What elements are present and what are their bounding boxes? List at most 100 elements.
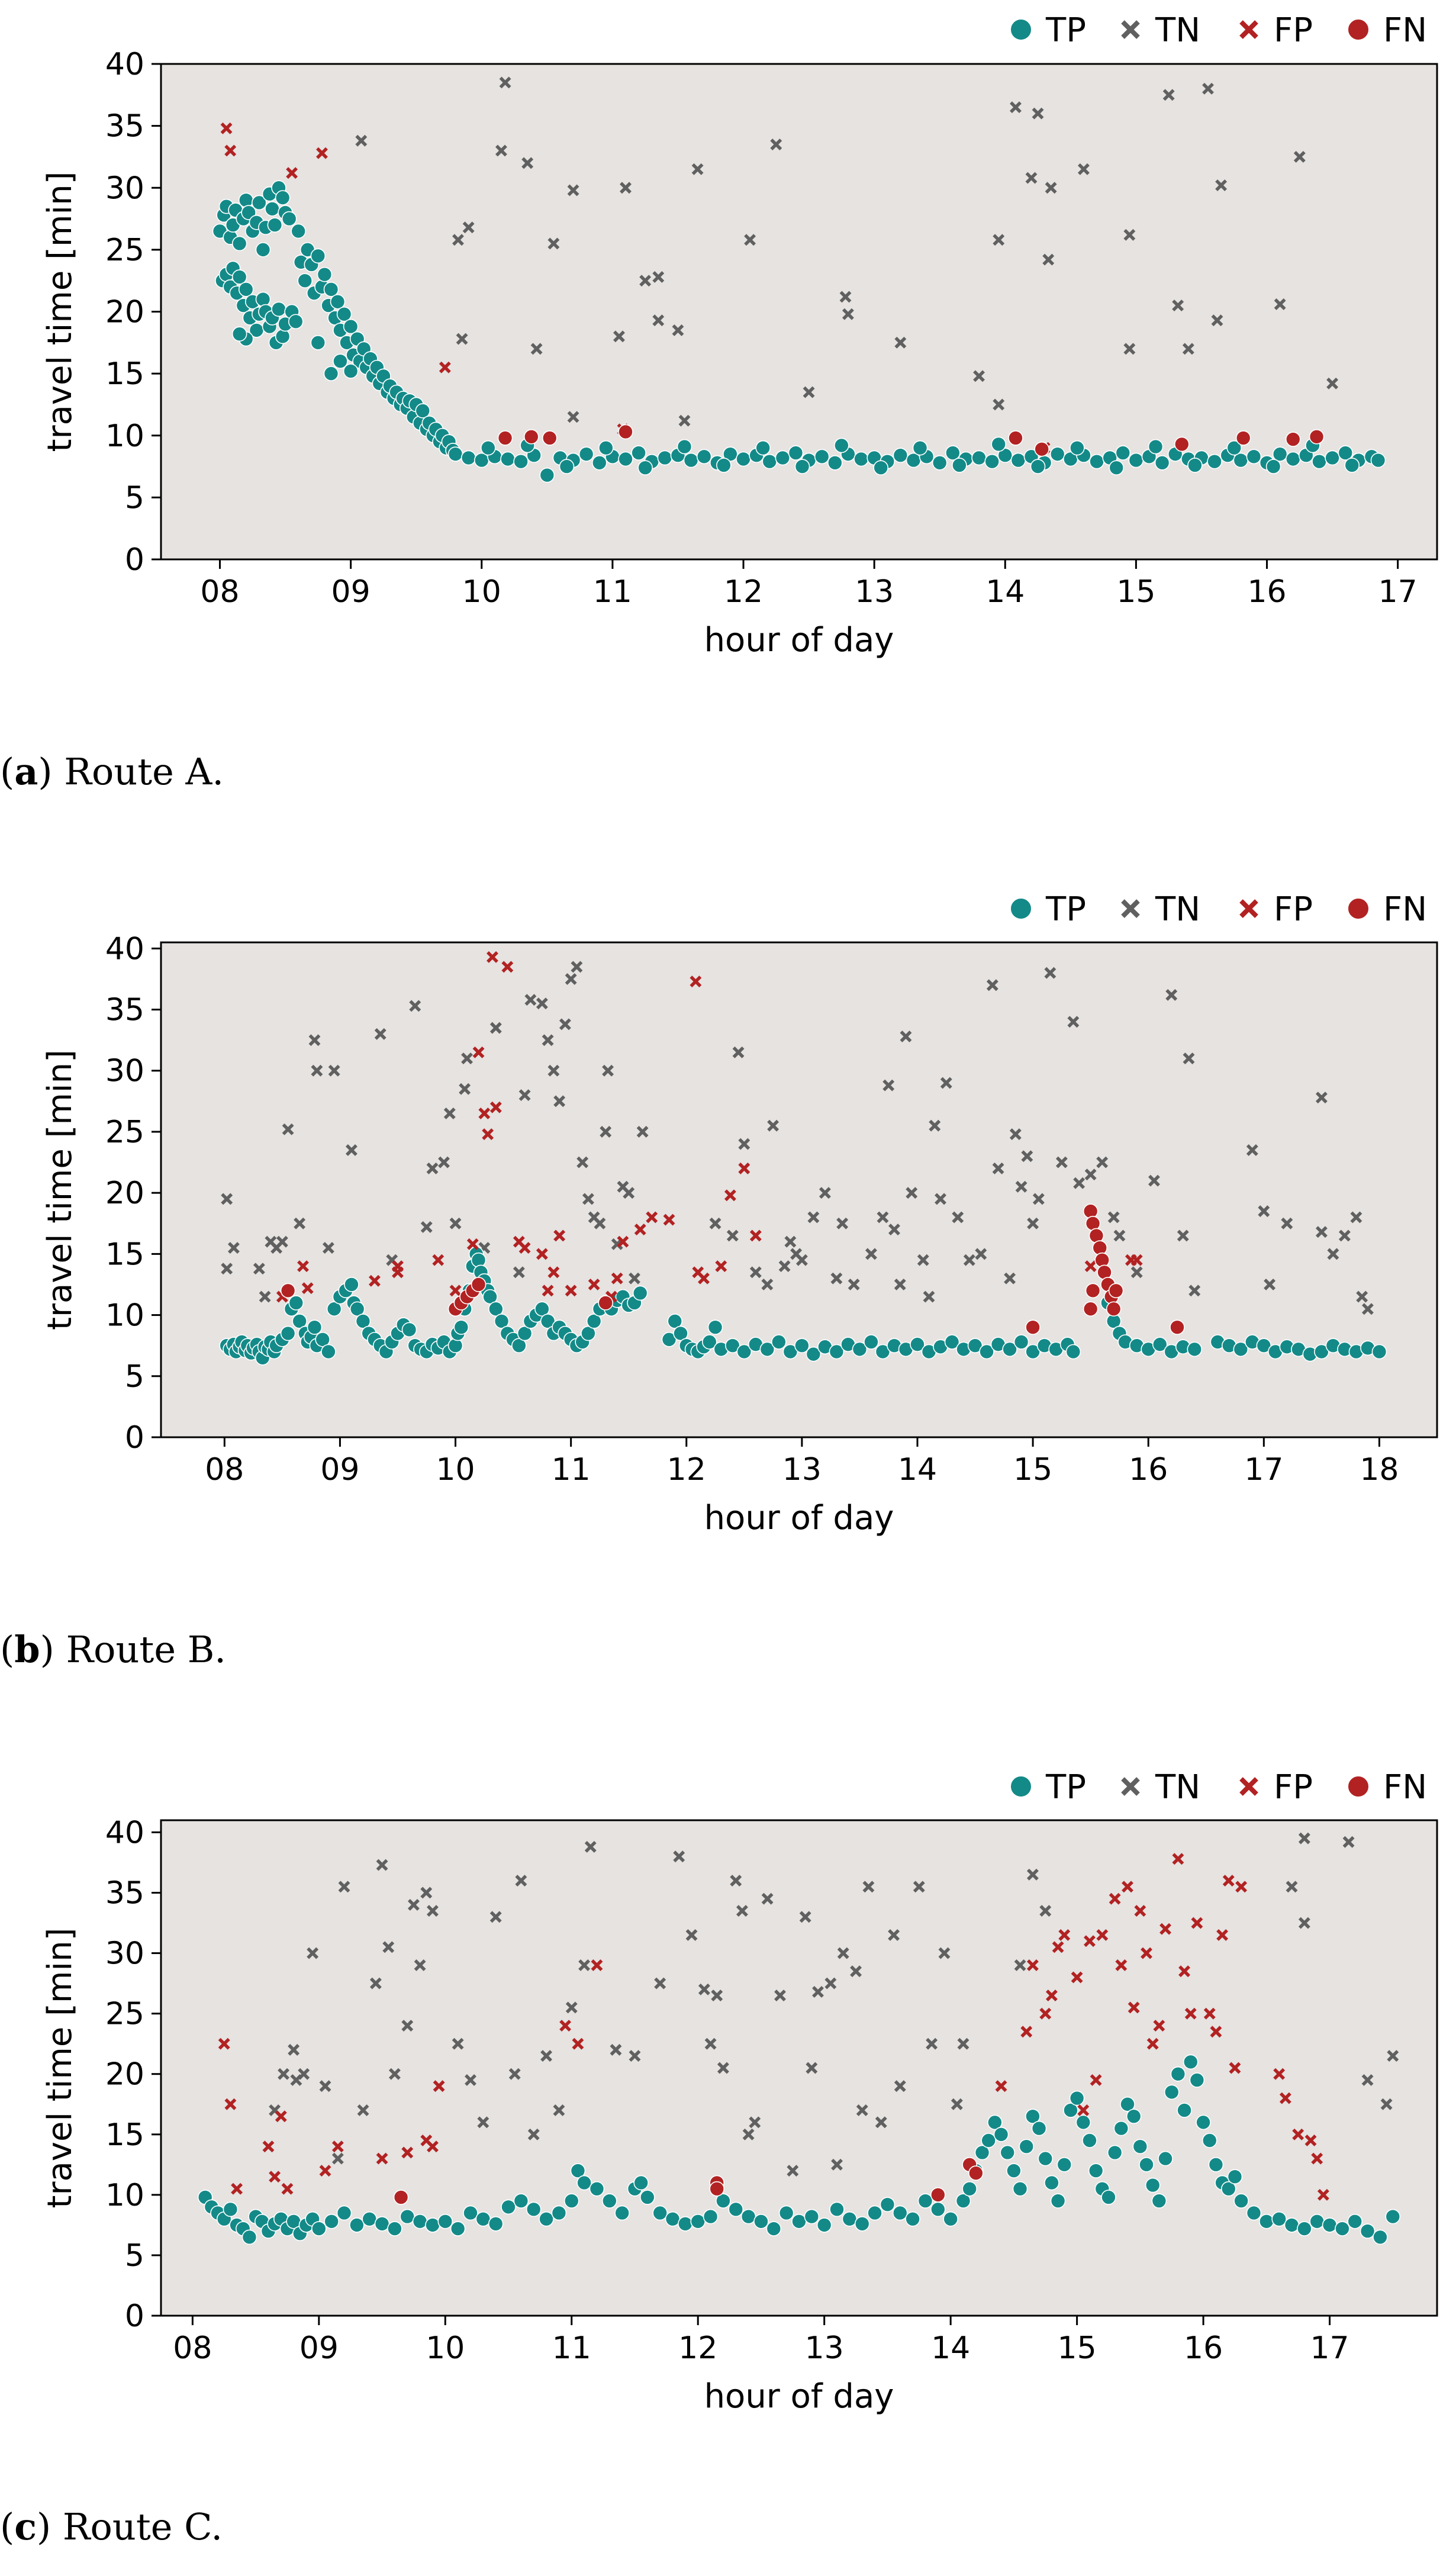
point-tn — [1361, 1303, 1374, 1315]
point-tp — [893, 448, 909, 463]
point-fp — [588, 1279, 600, 1290]
point-tn — [427, 1905, 439, 1917]
point-tp — [288, 314, 304, 330]
point-tn — [1177, 1229, 1189, 1242]
point-fp — [1222, 1875, 1235, 1887]
point-tn — [1326, 377, 1339, 389]
point-tp — [447, 446, 463, 462]
point-tp — [563, 2193, 579, 2209]
point-tp — [1246, 2205, 1262, 2221]
point-tn — [926, 2037, 938, 2050]
point-tp — [559, 459, 575, 474]
point-tn — [875, 2116, 887, 2129]
legend-marker-tp — [1010, 18, 1032, 41]
point-tp — [1246, 449, 1262, 465]
point-tn — [452, 2037, 464, 2050]
point-tn — [298, 2068, 310, 2080]
point-tn — [540, 2050, 553, 2062]
point-tp — [755, 440, 771, 456]
point-tp — [910, 1337, 925, 1352]
point-tn — [819, 1187, 831, 1199]
x-tick-label: 09 — [331, 574, 371, 610]
point-tn — [1387, 2050, 1399, 2062]
point-tp — [323, 282, 339, 297]
point-tp — [707, 1319, 723, 1335]
point-tn — [221, 1263, 233, 1275]
point-tp — [736, 1344, 752, 1360]
point-tp — [437, 2213, 453, 2229]
legend-label-tp: TP — [1045, 890, 1086, 929]
point-fp — [331, 2140, 344, 2153]
legend-marker-tn — [1121, 1777, 1140, 1796]
point-tn — [278, 2068, 290, 2080]
point-tp — [1025, 2109, 1041, 2124]
point-tn — [536, 997, 548, 1010]
point-tn — [465, 2074, 476, 2086]
point-tn — [1015, 1180, 1027, 1193]
point-tn — [770, 139, 782, 150]
point-tn — [1009, 1128, 1022, 1141]
point-tp — [1148, 439, 1164, 455]
point-tn — [407, 1898, 420, 1911]
point-tp — [231, 326, 247, 342]
point-tn — [778, 1260, 791, 1272]
point-tn — [993, 398, 1005, 411]
point-tp — [912, 440, 928, 456]
point-tn — [594, 1217, 606, 1229]
point-fn — [1106, 1301, 1122, 1317]
point-tp — [275, 190, 291, 205]
point-fp — [432, 1254, 444, 1266]
point-tp — [539, 2211, 554, 2227]
point-tn — [1293, 150, 1306, 163]
x-tick-label: 10 — [426, 2330, 465, 2366]
point-tp — [614, 2205, 630, 2221]
point-tn — [654, 1977, 666, 1990]
point-tp — [618, 451, 633, 467]
y-axis-label: travel time [min] — [41, 1928, 79, 2209]
point-tp — [336, 306, 352, 322]
y-tick-label: 15 — [105, 1237, 144, 1272]
point-tn — [452, 234, 464, 246]
point-fp — [1020, 2026, 1033, 2038]
point-tp — [488, 2216, 504, 2232]
point-tp — [1113, 2120, 1129, 2136]
point-tp — [728, 2201, 744, 2217]
point-tp — [1164, 2084, 1180, 2100]
point-fp — [1172, 1853, 1184, 1865]
point-tn — [767, 1119, 779, 1132]
point-tn — [673, 1850, 685, 1863]
point-tp — [1309, 2213, 1325, 2229]
point-fp — [487, 951, 498, 963]
point-tp — [267, 217, 283, 233]
point-tn — [862, 1881, 875, 1893]
point-tn — [461, 1052, 473, 1065]
caption-text: Route C. — [63, 2505, 223, 2548]
point-fp — [376, 2152, 388, 2165]
point-tn — [499, 76, 511, 89]
x-tick-label: 16 — [1184, 2330, 1223, 2366]
y-tick-label: 40 — [105, 931, 144, 967]
point-tp — [471, 1252, 487, 1268]
point-tn — [477, 2116, 489, 2129]
point-fn — [598, 1295, 613, 1311]
point-fp — [559, 2020, 572, 2032]
point-tp — [1187, 458, 1203, 473]
point-tp — [374, 2216, 390, 2232]
point-tn — [438, 1156, 450, 1168]
point-tn — [420, 1221, 433, 1233]
point-tp — [447, 1338, 463, 1353]
point-tn — [1027, 1217, 1039, 1229]
point-tn — [547, 237, 560, 250]
point-tp — [324, 2213, 339, 2229]
point-tp — [1370, 452, 1386, 468]
point-tp — [1070, 440, 1085, 456]
point-tp — [1089, 453, 1104, 469]
point-tn — [547, 1064, 560, 1077]
point-tn — [865, 1248, 877, 1260]
point-tn — [1172, 300, 1184, 311]
point-tn — [1188, 1285, 1201, 1297]
point-tp — [271, 301, 286, 317]
point-tn — [602, 1064, 614, 1077]
y-tick-label: 5 — [125, 480, 144, 516]
point-tn — [1055, 1156, 1068, 1168]
